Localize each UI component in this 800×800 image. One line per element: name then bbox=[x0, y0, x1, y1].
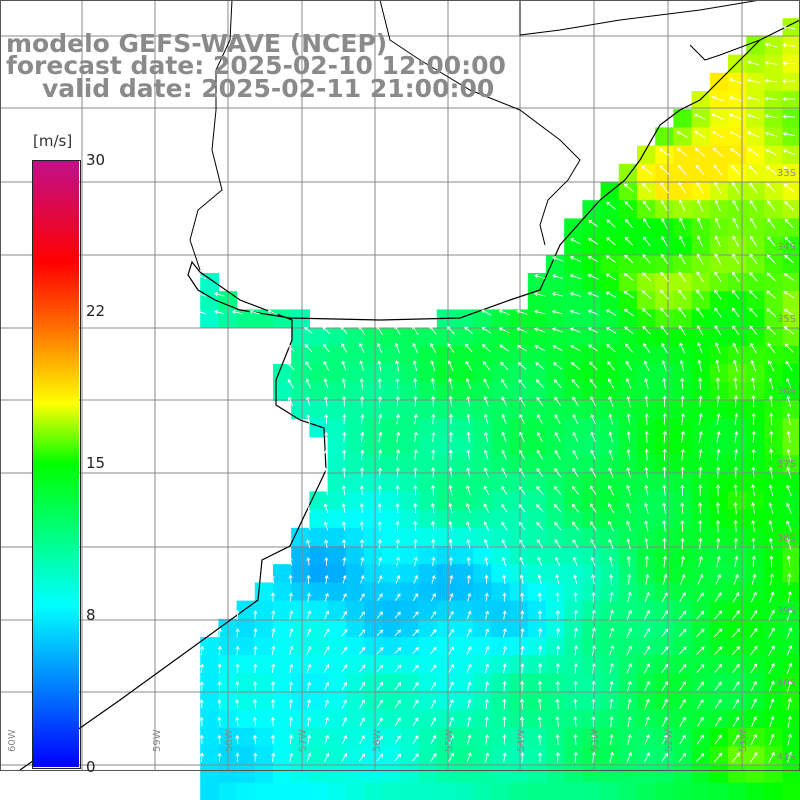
lon-tick-label: 52W bbox=[664, 729, 675, 752]
lat-tick-label: 35S bbox=[777, 314, 796, 325]
lat-tick-label: 40S bbox=[777, 678, 796, 689]
lon-tick-label: 53W bbox=[590, 729, 601, 752]
lat-tick-label: 38S bbox=[777, 533, 796, 544]
model-title: modelo GEFS-WAVE (NCEP) bbox=[6, 29, 388, 58]
colorbar-tick-22: 22 bbox=[86, 302, 106, 320]
lon-tick-label: 55W bbox=[444, 729, 455, 752]
wind-speed-field bbox=[200, 18, 800, 800]
graticule bbox=[0, 0, 800, 770]
lon-tick-label: 59W bbox=[152, 729, 163, 752]
lon-tick-label: 56W bbox=[372, 729, 383, 752]
lat-tick-label: 33S bbox=[777, 168, 796, 179]
lat-tick-label: 41S bbox=[777, 752, 796, 763]
colorbar bbox=[32, 160, 81, 769]
colorbar-tick-15: 15 bbox=[86, 454, 106, 472]
lat-tick-label: 37S bbox=[777, 459, 796, 470]
colorbar-tick-0: 0 bbox=[86, 758, 96, 776]
lat-tick-label: 39S bbox=[777, 606, 796, 617]
coastline bbox=[19, 0, 800, 771]
wind-vectors bbox=[196, 25, 796, 764]
lat-tick-label: 36S bbox=[777, 386, 796, 397]
lon-tick-label: 54W bbox=[516, 729, 527, 752]
valid-date-label: valid date: 2025-02-11 21:00:00 bbox=[42, 74, 495, 103]
lat-tick-label: 34S bbox=[777, 242, 796, 253]
lon-tick-label: 51W bbox=[738, 729, 749, 752]
colorbar-tick-30: 30 bbox=[86, 151, 106, 169]
colorbar-unit: [m/s] bbox=[33, 132, 73, 150]
lon-tick-label: 57W bbox=[298, 729, 309, 752]
colorbar-gradient bbox=[33, 161, 79, 767]
lon-tick-label: 60W bbox=[7, 729, 18, 752]
forecast-date-label: forecast date: 2025-02-10 12:00:00 bbox=[6, 51, 506, 80]
colorbar-tick-8: 8 bbox=[86, 606, 96, 624]
lon-tick-label: 58W bbox=[224, 729, 235, 752]
